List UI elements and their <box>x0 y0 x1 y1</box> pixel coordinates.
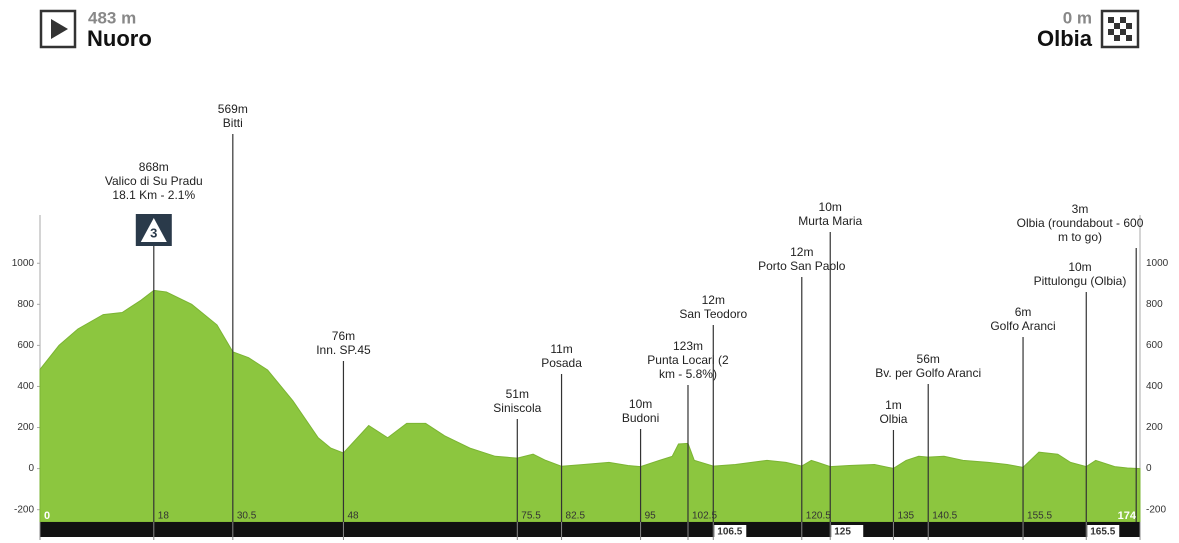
x-tick-label: 18 <box>158 511 170 522</box>
waypoint-label: Olbia <box>879 412 907 426</box>
y-tick-label-right: 200 <box>1146 422 1163 433</box>
waypoint-label: 1m <box>885 398 902 412</box>
waypoint-label: 6m <box>1015 305 1032 319</box>
waypoint-label: 123m <box>673 339 703 353</box>
y-tick-label: -200 <box>14 504 34 515</box>
x-tick-label: 82.5 <box>566 511 586 522</box>
y-tick-label-right: 600 <box>1146 340 1163 351</box>
y-tick-label: 600 <box>17 340 34 351</box>
waypoint-label: 11m <box>550 342 572 356</box>
x-tick-label: 120.5 <box>806 511 831 522</box>
climb-icon-mountain <box>140 218 167 242</box>
x-tick-label-bg <box>714 525 747 538</box>
y-tick-label: 800 <box>17 299 34 310</box>
x-tick-label: 30.5 <box>237 511 257 522</box>
km-band <box>40 522 1140 537</box>
waypoint-label: Inn. SP.45 <box>316 343 371 357</box>
waypoint-label: Olbia (roundabout - 600 <box>1017 216 1144 230</box>
y-tick-label: 200 <box>17 422 34 433</box>
waypoint-label: 56m <box>917 352 940 366</box>
finish-flag <box>1108 17 1132 41</box>
x-tick-label: 125 <box>834 527 851 538</box>
start-name: Nuoro <box>87 26 152 51</box>
finish-elevation: 0 m <box>1063 8 1092 27</box>
waypoint-label: 3m <box>1072 202 1089 216</box>
x-tick-label: 155.5 <box>1027 511 1052 522</box>
waypoint-label: Budoni <box>622 411 659 425</box>
waypoint-label: 868m <box>139 160 169 174</box>
y-tick-label-right: 800 <box>1146 299 1163 310</box>
waypoint-label: 10m <box>819 200 842 214</box>
waypoint-label: Bitti <box>223 116 243 130</box>
climb-category: 3 <box>150 225 157 240</box>
waypoint-label: km - 5.8%) <box>659 367 717 381</box>
y-tick-label-right: -200 <box>1146 504 1166 515</box>
waypoint-label: 10m <box>1068 260 1091 274</box>
waypoint-label: 12m <box>702 293 725 307</box>
x-tick-label: 140.5 <box>932 511 957 522</box>
elevation-area <box>39 289 1141 523</box>
x-tick-label: 135 <box>897 511 914 522</box>
y-tick-label: 0 <box>28 463 34 474</box>
waypoint-label: 51m <box>506 387 529 401</box>
waypoint-label: 18.1 Km - 2.1% <box>112 188 195 202</box>
x-tick-label: 0 <box>44 510 50 522</box>
x-tick-label: 174 <box>1118 510 1137 522</box>
start-elevation: 483 m <box>88 8 136 27</box>
waypoint-label: Siniscola <box>493 401 541 415</box>
waypoint-label: 10m <box>629 397 652 411</box>
waypoint-label: Murta Maria <box>798 214 862 228</box>
waypoint-label: m to go) <box>1058 230 1102 244</box>
x-tick-label: 106.5 <box>717 527 742 538</box>
waypoint-label: Bv. per Golfo Aranci <box>875 366 981 380</box>
x-tick-label: 95 <box>645 511 657 522</box>
waypoint-label: Punta Locari (2 <box>647 353 729 367</box>
waypoint-label: Porto San Paolo <box>758 259 846 273</box>
x-tick-label-bg <box>1087 525 1120 538</box>
y-tick-label: 400 <box>17 381 34 392</box>
x-tick-label: 75.5 <box>521 511 541 522</box>
y-tick-label-right: 0 <box>1146 463 1152 474</box>
x-tick-label: 165.5 <box>1090 527 1115 538</box>
x-tick-label-bg <box>831 525 864 538</box>
waypoint-label: Golfo Aranci <box>990 319 1055 333</box>
waypoint-label: San Teodoro <box>679 307 747 321</box>
waypoint-label: Pittulongu (Olbia) <box>1034 274 1127 288</box>
finish-name: Olbia <box>1037 26 1093 51</box>
start-icon-arrow <box>51 19 68 39</box>
y-tick-label-right: 1000 <box>1146 258 1169 269</box>
x-tick-label: 48 <box>347 511 359 522</box>
waypoint-label: 76m <box>332 329 355 343</box>
waypoint-label: 12m <box>790 245 813 259</box>
y-tick-label-right: 400 <box>1146 381 1163 392</box>
waypoint-label: 569m <box>218 102 248 116</box>
y-tick-label: 1000 <box>12 258 35 269</box>
x-tick-label: 102.5 <box>692 511 717 522</box>
start-icon <box>39 9 77 49</box>
waypoint-label: Posada <box>541 356 582 370</box>
waypoint-label: Valico di Su Pradu <box>105 174 203 188</box>
